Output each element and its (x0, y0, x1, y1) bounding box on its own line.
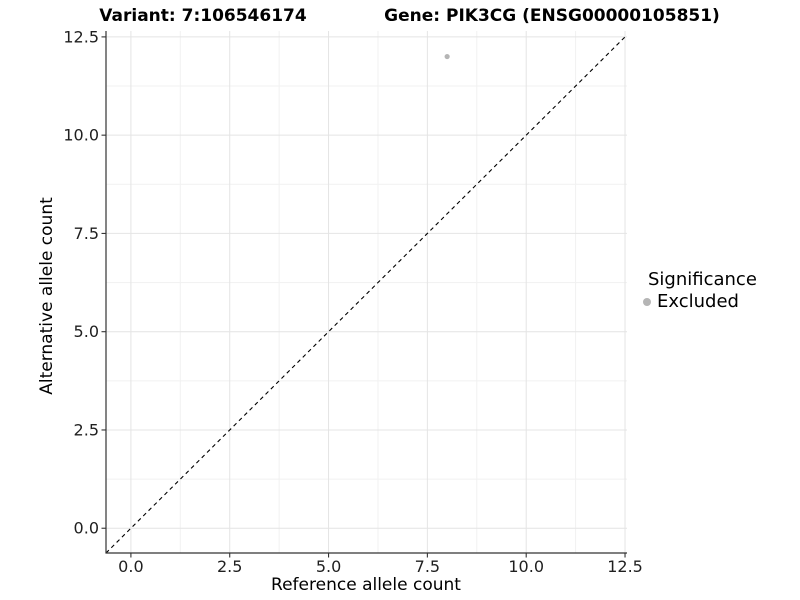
y-tick-label: 12.5 (63, 27, 99, 46)
y-tick-label: 0.0 (74, 519, 99, 538)
y-tick-label: 10.0 (63, 126, 99, 145)
x-tick-label: 12.5 (607, 557, 643, 576)
y-tick-label: 7.5 (74, 224, 99, 243)
plot-title-gene: Gene: PIK3CG (ENSG00000105851) (384, 6, 720, 26)
y-tick-label: 5.0 (74, 322, 99, 341)
x-tick-label: 5.0 (316, 557, 341, 576)
x-tick-label: 10.0 (508, 557, 544, 576)
legend: Significance Excluded (641, 269, 757, 312)
legend-point-icon (643, 298, 651, 306)
x-tick-label: 7.5 (415, 557, 440, 576)
x-axis-title: Reference allele count (271, 575, 461, 595)
legend-entry-excluded: Excluded (641, 292, 757, 312)
y-axis-title: Alternative allele count (37, 197, 57, 395)
legend-entry-label: Excluded (657, 291, 739, 312)
legend-title: Significance (648, 269, 757, 290)
x-tick-label: 0.0 (118, 557, 143, 576)
y-tick-label: 2.5 (74, 420, 99, 439)
x-tick-label: 2.5 (217, 557, 242, 576)
plot-title-variant: Variant: 7:106546174 (99, 6, 307, 26)
data-point (444, 53, 450, 60)
identity-line (105, 34, 628, 554)
